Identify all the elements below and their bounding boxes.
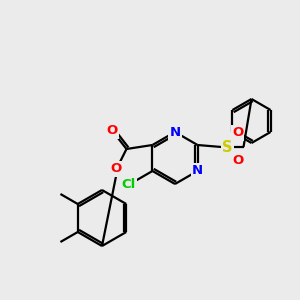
Text: N: N xyxy=(169,125,181,139)
Text: O: O xyxy=(232,154,243,167)
Text: N: N xyxy=(192,164,203,178)
Text: O: O xyxy=(107,124,118,137)
Text: O: O xyxy=(111,163,122,176)
Text: S: S xyxy=(222,140,233,154)
Text: Cl: Cl xyxy=(121,178,135,191)
Text: O: O xyxy=(232,127,243,140)
